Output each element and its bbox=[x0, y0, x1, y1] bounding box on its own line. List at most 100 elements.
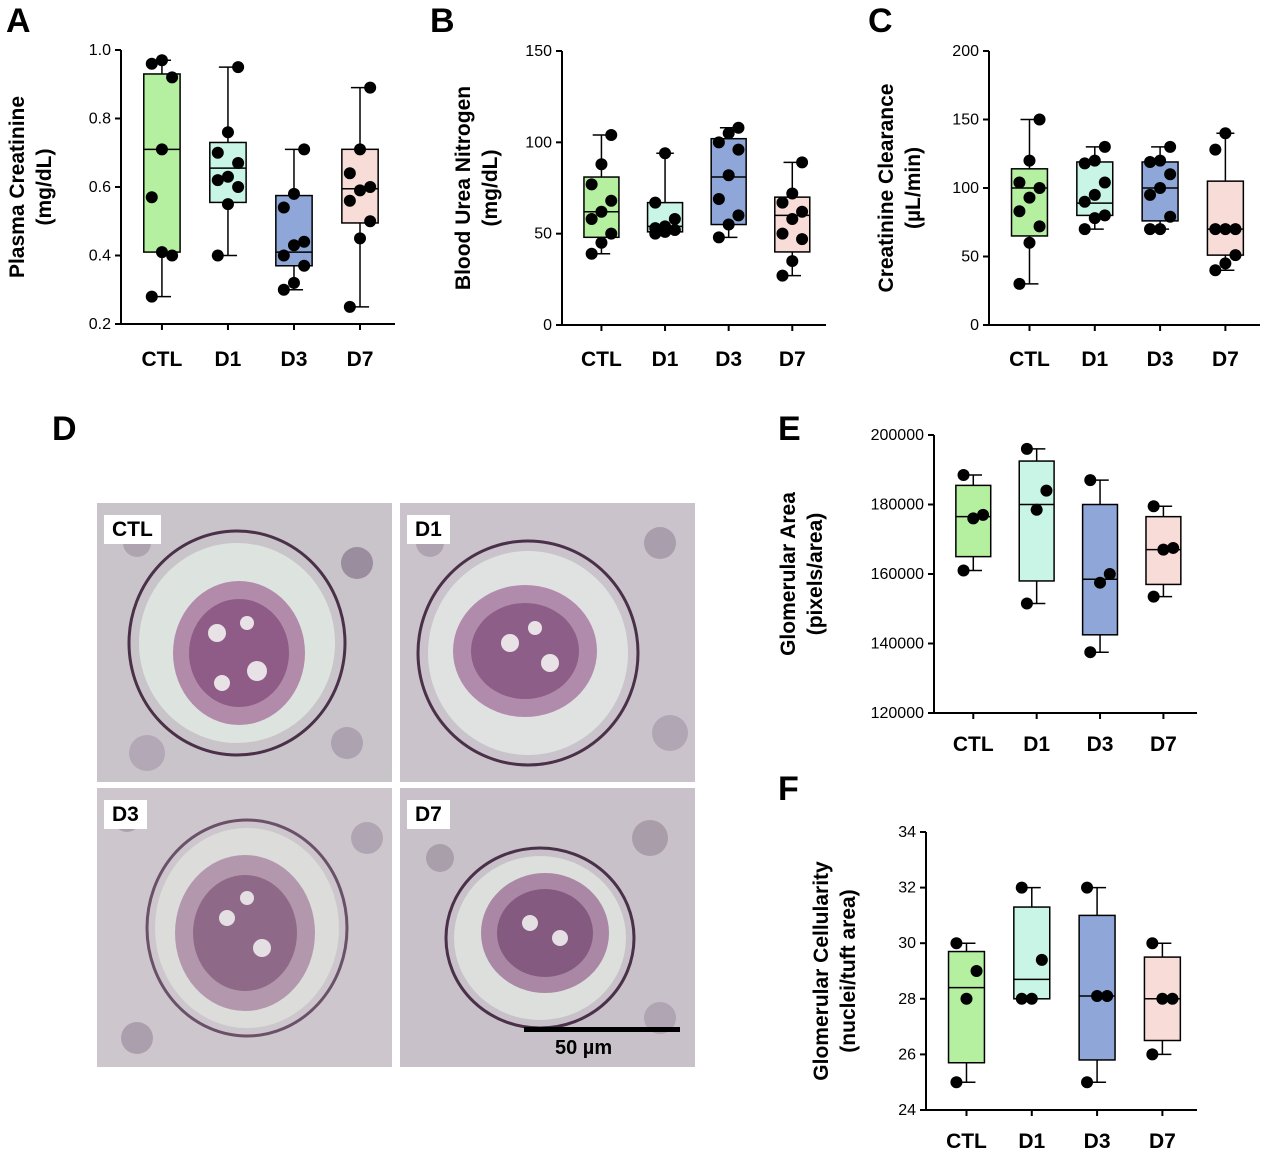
data-point bbox=[796, 233, 809, 246]
y-axis-title: Blood Urea Nitrogen bbox=[452, 86, 475, 290]
data-point bbox=[605, 194, 618, 207]
data-point bbox=[1081, 1076, 1094, 1089]
x-category-label: D7 bbox=[347, 348, 374, 371]
data-point bbox=[221, 126, 234, 139]
data-point bbox=[1040, 484, 1053, 497]
data-point bbox=[786, 255, 799, 268]
data-point bbox=[712, 192, 725, 205]
data-point bbox=[595, 236, 608, 249]
data-point bbox=[277, 201, 290, 214]
data-point bbox=[1154, 223, 1167, 236]
y-tick-label: 180000 bbox=[871, 497, 924, 514]
data-point bbox=[1088, 188, 1101, 201]
data-point bbox=[354, 143, 367, 156]
data-point bbox=[277, 249, 290, 262]
data-point bbox=[211, 174, 224, 187]
data-point bbox=[1229, 249, 1242, 262]
y-tick-label: 0.4 bbox=[89, 248, 111, 265]
micrograph-label-d1: D1 bbox=[407, 515, 450, 544]
data-point bbox=[1164, 168, 1177, 181]
glomerulus-image bbox=[97, 788, 392, 1067]
x-category-label: D3 bbox=[281, 348, 308, 371]
x-category-label: D7 bbox=[1149, 1130, 1176, 1152]
data-point bbox=[145, 57, 158, 70]
data-point bbox=[298, 259, 311, 272]
x-category-label: D3 bbox=[1147, 348, 1174, 371]
data-point bbox=[1154, 182, 1167, 194]
y-axis-title: Plasma Creatinine bbox=[6, 96, 29, 278]
data-point bbox=[1025, 992, 1038, 1005]
data-point bbox=[1013, 277, 1026, 290]
data-point bbox=[732, 209, 745, 222]
box-d1 bbox=[1076, 161, 1114, 217]
data-point bbox=[659, 147, 672, 160]
data-point bbox=[1098, 140, 1111, 153]
data-point bbox=[1219, 257, 1232, 270]
micrograph-label-d3: D3 bbox=[104, 800, 147, 829]
data-point bbox=[1015, 881, 1028, 894]
x-category-label: CTL bbox=[1009, 348, 1050, 371]
data-point bbox=[155, 143, 168, 156]
data-point bbox=[957, 468, 970, 481]
data-point bbox=[1094, 576, 1107, 589]
data-point bbox=[950, 937, 963, 950]
box-d1 bbox=[1013, 906, 1051, 1000]
x-category-label: D1 bbox=[1018, 1130, 1045, 1152]
data-point bbox=[1078, 195, 1091, 208]
data-point bbox=[166, 249, 179, 262]
data-point bbox=[1164, 210, 1177, 223]
data-point bbox=[1023, 191, 1036, 204]
data-point bbox=[1144, 223, 1157, 236]
micrograph-label-d7: D7 bbox=[407, 800, 450, 829]
y-tick-label: 0.8 bbox=[89, 111, 111, 128]
micrograph-ctl bbox=[97, 503, 392, 782]
y-tick-label: 28 bbox=[898, 991, 916, 1008]
y-tick-label: 140000 bbox=[871, 636, 924, 653]
data-point bbox=[1219, 127, 1232, 140]
data-point bbox=[649, 196, 662, 209]
data-point bbox=[232, 61, 245, 74]
data-point bbox=[659, 220, 672, 233]
data-point bbox=[145, 290, 158, 303]
data-point bbox=[585, 247, 598, 260]
y-axis-title: (nuclei/tuft area) bbox=[837, 889, 860, 1052]
data-point bbox=[796, 156, 809, 169]
data-point bbox=[287, 276, 300, 289]
glomerulus-image bbox=[400, 788, 695, 1067]
data-point bbox=[1020, 597, 1033, 610]
x-category-label: CTL bbox=[581, 348, 622, 371]
micrograph-label-ctl: CTL bbox=[104, 515, 161, 544]
data-point bbox=[343, 167, 356, 180]
glomerulus-image bbox=[97, 503, 392, 782]
x-category-label: D1 bbox=[1081, 348, 1108, 371]
y-tick-label: 1.0 bbox=[89, 42, 111, 59]
data-point bbox=[1209, 264, 1222, 277]
data-point bbox=[1154, 154, 1167, 167]
data-point bbox=[1103, 568, 1116, 580]
x-category-label: D1 bbox=[1023, 733, 1050, 756]
y-tick-label: 150 bbox=[525, 43, 552, 60]
box-d7 bbox=[1206, 180, 1245, 256]
panel-letter-d: D bbox=[52, 410, 77, 448]
data-point bbox=[668, 213, 681, 226]
y-tick-label: 30 bbox=[898, 935, 916, 952]
x-category-label: D3 bbox=[1084, 1130, 1111, 1152]
data-point bbox=[1156, 992, 1169, 1005]
data-point bbox=[786, 187, 799, 200]
y-tick-label: 50 bbox=[534, 226, 552, 243]
data-point bbox=[364, 215, 377, 228]
scale-bar bbox=[524, 1027, 680, 1032]
y-tick-label: 200000 bbox=[871, 427, 924, 444]
data-point bbox=[712, 136, 725, 149]
data-point bbox=[957, 564, 970, 577]
data-point bbox=[287, 187, 300, 200]
data-point bbox=[1023, 154, 1036, 167]
data-point bbox=[1146, 937, 1159, 950]
data-point bbox=[1209, 143, 1222, 156]
x-category-label: D3 bbox=[715, 348, 742, 371]
x-category-label: CTL bbox=[953, 733, 994, 756]
data-point bbox=[605, 129, 618, 142]
y-tick-label: 0 bbox=[543, 317, 552, 334]
micrograph-d3 bbox=[97, 788, 392, 1067]
panel-letter-b: B bbox=[430, 2, 455, 40]
